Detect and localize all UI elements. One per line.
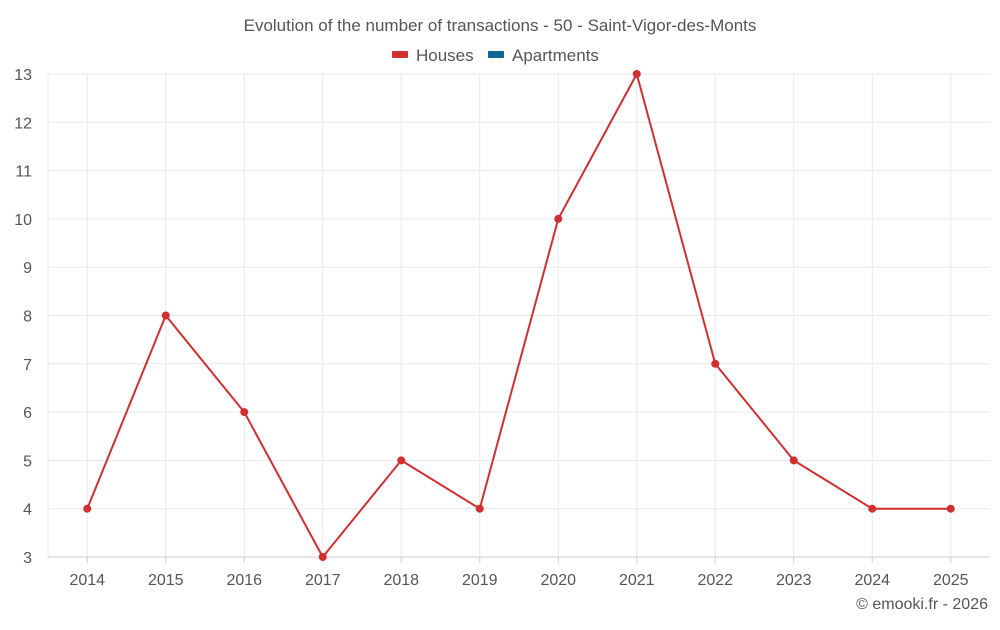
x-tick-label: 2025 — [933, 572, 969, 589]
legend-label-houses: Houses — [416, 46, 474, 65]
data-point-houses[interactable] — [554, 214, 563, 223]
y-tick-label: 7 — [23, 357, 32, 374]
y-tick-label: 3 — [23, 550, 32, 567]
y-tick-label: 9 — [23, 260, 32, 277]
y-tick-label: 5 — [23, 453, 32, 470]
x-tick-label: 2023 — [776, 572, 812, 589]
data-point-houses[interactable] — [318, 553, 327, 561]
x-tick-label: 2016 — [226, 572, 262, 589]
legend: Houses Apartments — [392, 46, 599, 65]
legend-item-houses[interactable]: Houses — [392, 46, 474, 65]
x-tick-label: 2019 — [462, 572, 498, 589]
data-point-houses[interactable] — [868, 504, 877, 513]
series-layer — [83, 70, 955, 561]
data-point-houses[interactable] — [161, 311, 170, 320]
data-point-houses[interactable] — [83, 504, 92, 513]
data-point-houses[interactable] — [240, 408, 249, 417]
series-line-houses — [86, 73, 951, 558]
y-tick-label: 4 — [23, 502, 32, 519]
x-tick-label: 2017 — [305, 572, 341, 589]
legend-label-apartments: Apartments — [512, 46, 599, 65]
data-point-houses[interactable] — [475, 504, 484, 513]
data-point-houses[interactable] — [946, 504, 955, 513]
y-tick-label: 8 — [23, 309, 32, 326]
data-point-houses[interactable] — [632, 70, 641, 78]
x-tick-label: 2024 — [854, 572, 890, 589]
y-tick-label: 12 — [14, 115, 32, 132]
legend-item-apartments[interactable]: Apartments — [488, 46, 599, 65]
y-tick-label: 11 — [15, 164, 32, 181]
x-tick-label: 2018 — [383, 572, 419, 589]
x-tick-label: 2022 — [697, 572, 733, 589]
axes — [48, 556, 990, 563]
x-tick-label: 2014 — [69, 572, 105, 589]
x-axis-ticks: 2014 2015 2016 2017 2018 2019 2020 2021 2022 2023… — [69, 572, 968, 589]
data-point-houses[interactable] — [397, 456, 406, 465]
y-tick-label: 6 — [23, 405, 32, 422]
x-tick-label: 2021 — [619, 572, 655, 589]
grid — [47, 73, 990, 557]
x-tick-label: 2020 — [540, 572, 576, 589]
legend-swatch-houses — [392, 51, 408, 58]
credit-text: © emooki.fr - 2026 — [856, 596, 988, 613]
legend-swatch-apartments — [488, 51, 504, 58]
y-tick-label: 13 — [14, 67, 32, 84]
data-point-houses[interactable] — [789, 456, 798, 465]
data-point-houses[interactable] — [711, 359, 720, 368]
y-tick-label: 10 — [14, 212, 32, 229]
chart-title: Evolution of the number of transactions … — [244, 16, 757, 35]
x-tick-label: 2015 — [148, 572, 184, 589]
y-axis-ticks: 3 4 5 6 7 8 9 10 11 12 13 — [14, 67, 32, 567]
